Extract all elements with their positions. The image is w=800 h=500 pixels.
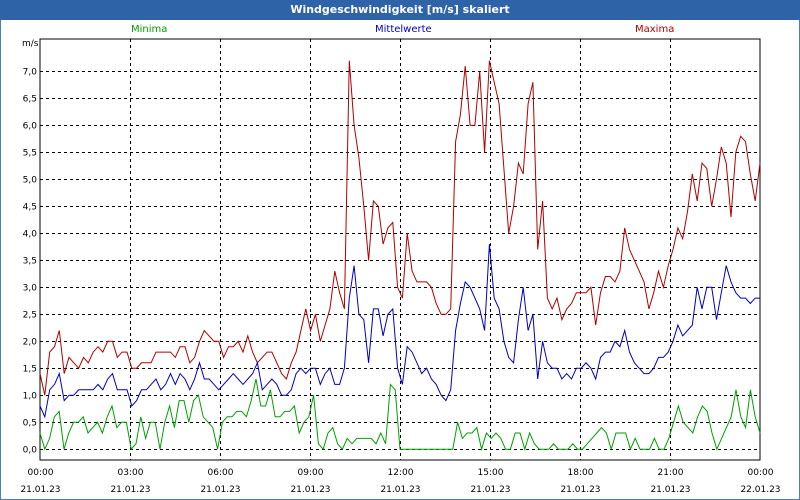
y-tick-label: 5,0	[23, 176, 38, 186]
x-tick-date: 21.01.23	[560, 485, 600, 495]
x-tick-time: 06:00	[208, 468, 234, 478]
x-tick-time: 21:00	[658, 468, 684, 478]
x-tick-date: 21.01.23	[200, 485, 240, 495]
y-axis-unit: m/s	[22, 39, 39, 49]
legend-minima: Minima	[131, 24, 168, 35]
y-tick-label: 2,5	[23, 311, 37, 321]
chart-title: Windgeschwindigkeit [m/s] skaliert	[0, 0, 800, 20]
x-tick-time: 00:00	[748, 468, 774, 478]
legend-mittelwerte: Mittelwerte	[375, 24, 432, 35]
y-tick-label: 3,0	[23, 284, 38, 294]
x-tick-date: 21.01.23	[380, 485, 420, 495]
y-tick-label: 7,0	[23, 68, 38, 78]
y-tick-label: 1,5	[23, 365, 37, 375]
x-tick-time: 03:00	[118, 468, 144, 478]
legend-maxima: Maxima	[635, 24, 675, 35]
x-tick-time: 15:00	[478, 468, 504, 478]
x-tick-date: 22.01.23	[740, 485, 780, 495]
y-tick-label: 1,0	[23, 392, 38, 402]
x-tick-date: 21.01.23	[20, 485, 60, 495]
x-tick-date: 21.01.23	[290, 485, 330, 495]
x-tick-date: 21.01.23	[650, 485, 690, 495]
y-tick-label: 0,0	[23, 446, 38, 456]
y-tick-label: 4,0	[23, 230, 38, 240]
x-tick-date: 21.01.23	[470, 485, 510, 495]
y-tick-label: 4,5	[23, 203, 37, 213]
y-tick-label: 6,0	[23, 122, 38, 132]
x-tick-time: 09:00	[298, 468, 324, 478]
y-tick-label: 6,5	[23, 95, 37, 105]
x-tick-time: 00:00	[28, 468, 54, 478]
x-tick-date: 21.01.23	[110, 485, 150, 495]
y-tick-label: 0,5	[23, 419, 37, 429]
series-line-minima	[39, 378, 761, 452]
x-tick-time: 12:00	[388, 468, 414, 478]
series-line-maxima	[39, 60, 761, 396]
y-tick-label: 3,5	[23, 257, 37, 267]
series-line-mittelwerte	[39, 244, 760, 419]
x-tick-time: 18:00	[568, 468, 594, 478]
y-tick-label: 5,5	[23, 149, 37, 159]
y-tick-label: 2,0	[23, 338, 38, 348]
